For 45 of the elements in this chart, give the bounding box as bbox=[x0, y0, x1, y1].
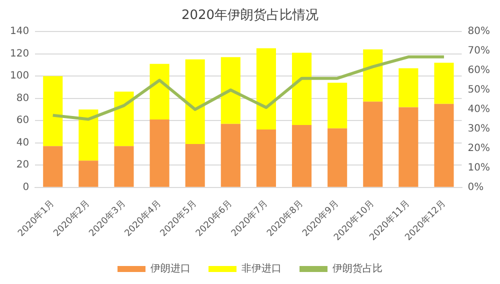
bar bbox=[220, 124, 240, 187]
bar bbox=[150, 119, 170, 187]
y-tick-label: 100 bbox=[10, 70, 30, 82]
y-tick-label: 40 bbox=[16, 137, 30, 148]
y2-tick-label: 80% bbox=[468, 26, 490, 38]
y2-tick-label: 30% bbox=[468, 124, 490, 135]
bar bbox=[363, 49, 383, 102]
bar bbox=[220, 57, 240, 124]
bar bbox=[328, 82, 348, 128]
y-tick-label: 80 bbox=[16, 92, 30, 104]
bar bbox=[185, 59, 205, 144]
bar bbox=[256, 48, 276, 130]
legend-label: 非伊进口 bbox=[242, 262, 282, 275]
y2-tick-label: 50% bbox=[468, 84, 490, 96]
bar bbox=[43, 76, 63, 146]
bar bbox=[398, 107, 418, 187]
y2-tick-label: 0% bbox=[468, 182, 484, 193]
bar bbox=[114, 146, 134, 187]
y2-tick-label: 20% bbox=[468, 143, 490, 154]
y-tick-label: 0 bbox=[22, 182, 30, 193]
bar bbox=[150, 64, 170, 120]
bar bbox=[78, 109, 98, 161]
bar bbox=[434, 62, 454, 104]
bar bbox=[256, 129, 276, 187]
bar bbox=[292, 125, 312, 187]
legend-label: 伊朗货占比 bbox=[332, 262, 382, 275]
y2-tick-label: 70% bbox=[468, 46, 490, 57]
bar bbox=[363, 102, 383, 187]
bar bbox=[328, 128, 348, 187]
bar bbox=[43, 146, 63, 187]
y2-tick-label: 60% bbox=[468, 65, 490, 76]
y2-tick-label: 40% bbox=[468, 104, 490, 116]
y-tick-label: 120 bbox=[10, 48, 30, 60]
bar bbox=[185, 144, 205, 187]
bar bbox=[434, 104, 454, 187]
bar bbox=[78, 160, 98, 187]
bar bbox=[398, 68, 418, 108]
y-tick-label: 140 bbox=[10, 26, 30, 38]
y-tick-label: 20 bbox=[16, 160, 30, 171]
bar bbox=[114, 92, 134, 146]
y2-tick-label: 10% bbox=[468, 162, 490, 174]
legend-label: 伊朗进口 bbox=[150, 262, 190, 275]
bar bbox=[292, 52, 312, 126]
chart-title: 2020年伊朗货占比情况 bbox=[181, 7, 319, 24]
y-tick-label: 60 bbox=[16, 115, 30, 126]
